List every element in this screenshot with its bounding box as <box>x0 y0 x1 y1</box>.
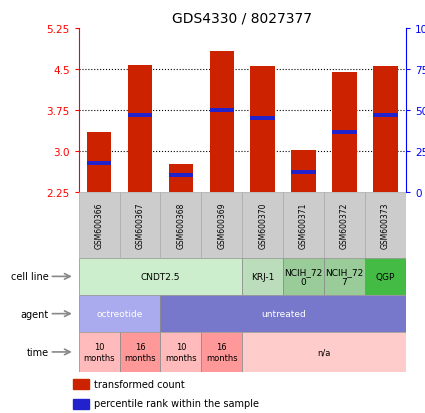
Bar <box>242 258 283 295</box>
Bar <box>373 67 398 192</box>
Text: 10
months: 10 months <box>83 342 115 362</box>
Bar <box>74 399 88 409</box>
Bar <box>128 114 152 118</box>
Bar <box>128 66 152 192</box>
Bar <box>201 192 242 258</box>
Text: time: time <box>27 347 49 357</box>
Bar <box>79 332 119 372</box>
Bar <box>365 258 406 295</box>
Text: GSM600371: GSM600371 <box>299 202 308 248</box>
Bar <box>324 258 365 295</box>
Text: percentile rank within the sample: percentile rank within the sample <box>94 399 259 408</box>
Text: 10
months: 10 months <box>165 342 197 362</box>
Text: 16
months: 16 months <box>124 342 156 362</box>
Bar <box>324 192 365 258</box>
Bar <box>210 109 234 113</box>
Text: transformed count: transformed count <box>94 379 184 389</box>
Text: 16
months: 16 months <box>206 342 238 362</box>
Title: GDS4330 / 8027377: GDS4330 / 8027377 <box>172 11 312 25</box>
Text: GSM600368: GSM600368 <box>176 202 185 248</box>
Text: untreated: untreated <box>261 309 306 318</box>
Text: NCIH_72
7: NCIH_72 7 <box>326 267 364 286</box>
Bar <box>160 295 406 332</box>
Bar <box>79 192 119 258</box>
Bar <box>74 379 88 389</box>
Bar <box>242 332 406 372</box>
Bar <box>250 67 275 192</box>
Text: GSM600366: GSM600366 <box>95 202 104 248</box>
Bar <box>373 114 398 118</box>
Text: GSM600373: GSM600373 <box>381 202 390 248</box>
Text: KRJ-1: KRJ-1 <box>251 272 275 281</box>
Text: n/a: n/a <box>317 348 331 356</box>
Bar <box>119 332 160 372</box>
Bar <box>87 161 111 165</box>
Text: GSM600367: GSM600367 <box>136 202 144 248</box>
Text: cell line: cell line <box>11 272 49 282</box>
Bar <box>169 174 193 178</box>
Bar <box>283 258 324 295</box>
Text: agent: agent <box>20 309 49 319</box>
Bar <box>79 295 160 332</box>
Bar <box>210 52 234 192</box>
Bar <box>250 116 275 121</box>
Text: NCIH_72
0: NCIH_72 0 <box>284 267 323 286</box>
Bar <box>201 332 242 372</box>
Bar <box>291 171 316 175</box>
Bar <box>119 192 160 258</box>
Text: octreotide: octreotide <box>96 309 143 318</box>
Bar <box>242 192 283 258</box>
Bar <box>291 150 316 192</box>
Bar <box>332 130 357 134</box>
Bar <box>160 332 201 372</box>
Bar <box>169 165 193 192</box>
Bar <box>283 192 324 258</box>
Bar <box>160 192 201 258</box>
Text: QGP: QGP <box>376 272 395 281</box>
Bar <box>79 258 242 295</box>
Text: CNDT2.5: CNDT2.5 <box>141 272 180 281</box>
Text: GSM600369: GSM600369 <box>217 202 226 248</box>
Text: GSM600372: GSM600372 <box>340 202 349 248</box>
Bar <box>87 132 111 192</box>
Bar <box>332 72 357 192</box>
Bar <box>365 192 406 258</box>
Text: GSM600370: GSM600370 <box>258 202 267 248</box>
